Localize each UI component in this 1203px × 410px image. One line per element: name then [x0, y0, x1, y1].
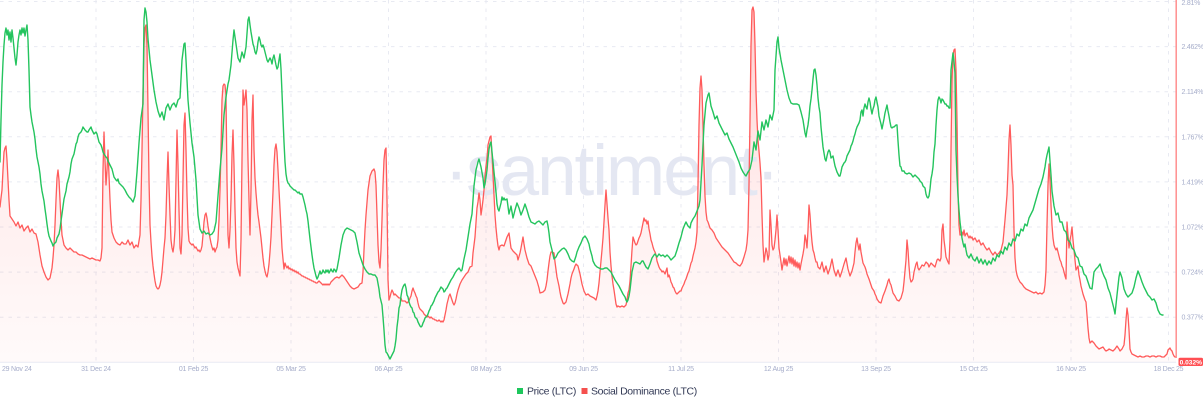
svg-text:12 Aug 25: 12 Aug 25 — [764, 366, 794, 373]
svg-text:09 Jun 25: 09 Jun 25 — [569, 366, 598, 373]
svg-text:06 Apr 25: 06 Apr 25 — [375, 366, 403, 373]
svg-text:Price (LTC): Price (LTC) — [527, 386, 576, 398]
svg-text:0.032%: 0.032% — [1180, 359, 1203, 366]
svg-text:1.419%: 1.419% — [1182, 179, 1203, 186]
svg-text:0.377%: 0.377% — [1182, 315, 1203, 322]
svg-text:29 Nov 24: 29 Nov 24 — [2, 366, 32, 373]
svg-text:05 Mar 25: 05 Mar 25 — [276, 366, 306, 373]
svg-text:08 May 25: 08 May 25 — [471, 366, 502, 373]
svg-text:0.724%: 0.724% — [1182, 270, 1203, 277]
svg-text:16 Nov 25: 16 Nov 25 — [1056, 366, 1086, 373]
svg-text:01 Feb 25: 01 Feb 25 — [179, 366, 209, 373]
svg-text:1.767%: 1.767% — [1182, 134, 1203, 141]
svg-text:13 Sep 25: 13 Sep 25 — [861, 366, 891, 373]
svg-text:Social Dominance (LTC): Social Dominance (LTC) — [591, 386, 697, 398]
svg-text:1.072%: 1.072% — [1182, 225, 1203, 232]
svg-text:18 Dec 25: 18 Dec 25 — [1154, 366, 1184, 373]
svg-text:31 Dec 24: 31 Dec 24 — [81, 366, 111, 373]
svg-text:2.462%: 2.462% — [1182, 44, 1203, 51]
svg-text:2.114%: 2.114% — [1182, 89, 1203, 96]
svg-text:15 Oct 25: 15 Oct 25 — [959, 366, 987, 373]
svg-text:2.81%: 2.81% — [1182, 0, 1201, 7]
svg-text:11 Jul 25: 11 Jul 25 — [668, 366, 694, 373]
